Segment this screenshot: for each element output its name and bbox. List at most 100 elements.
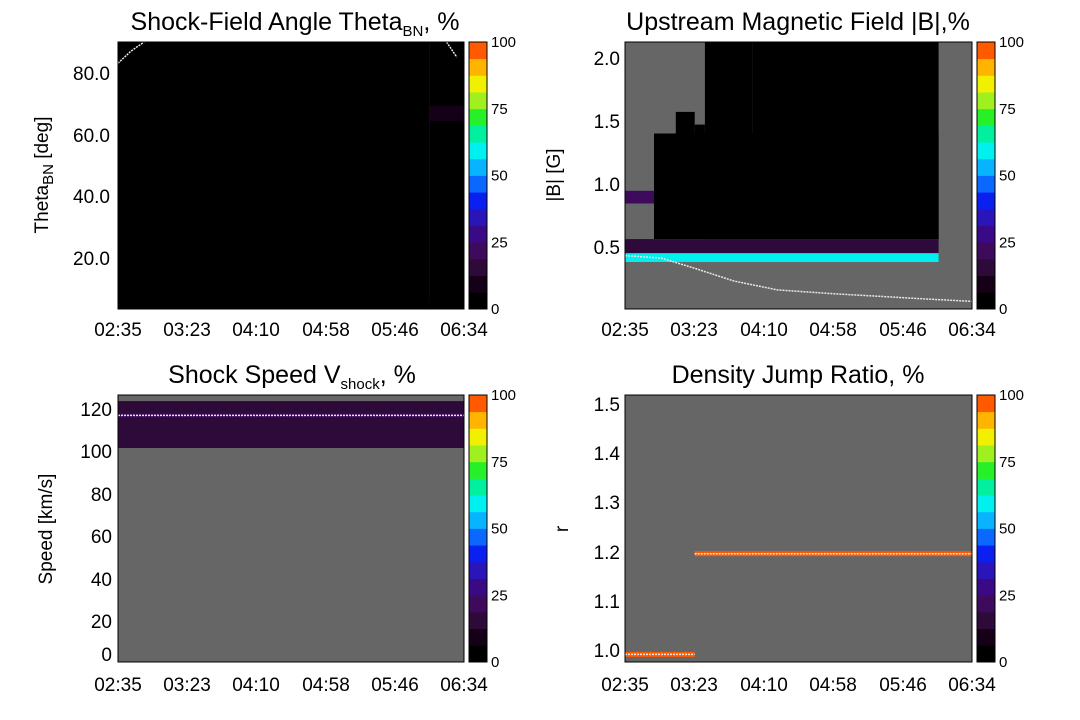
speed-ytick-0: 0 [101, 645, 112, 666]
heatmap-cell [752, 42, 939, 240]
colorbar-swatch [469, 461, 487, 479]
colorbar-tick-label: 100 [491, 34, 516, 51]
model-curve-line [117, 41, 145, 64]
colorbar-tick-label: 50 [491, 168, 508, 185]
colorbar-swatch [469, 478, 487, 496]
colorbar-swatch [469, 528, 487, 546]
colorbar-swatch [977, 561, 995, 579]
colorbar-swatch [977, 478, 995, 496]
colorbar-swatch [469, 242, 487, 260]
speed-xtick: 04:58 [302, 675, 350, 696]
density-ytick-1.3: 1.3 [594, 493, 620, 514]
panel-bfield: Upstream Magnetic Field |B|,% |B| [G] 2.… [544, 8, 1024, 341]
colorbar-tick-label: 50 [491, 521, 508, 538]
speed-xtick: 03:23 [163, 675, 211, 696]
colorbar-swatch [977, 628, 995, 646]
colorbar-swatch [977, 511, 995, 529]
colorbar-swatch [977, 545, 995, 563]
heatmap-cell [429, 42, 464, 309]
colorbar-swatch [977, 645, 995, 663]
speed-ytick-80: 80 [91, 485, 112, 506]
density-xtick: 02:35 [601, 675, 649, 696]
colorbar-tick-label: 0 [491, 301, 499, 318]
heatmap-cell [429, 105, 464, 121]
colorbar-swatch [977, 192, 995, 210]
colorbar-swatch [469, 258, 487, 277]
colorbar-tick-label: 0 [491, 654, 499, 671]
bfield-xticks: 02:35 03:23 04:10 04:58 05:46 06:34 [601, 320, 996, 341]
colorbar-tick-label: 100 [999, 387, 1024, 404]
speed-ytick-120: 120 [80, 400, 112, 421]
colorbar-swatch [977, 92, 995, 110]
theta-ylabel: ThetaBN [deg] [32, 117, 57, 234]
colorbar-swatch [977, 395, 995, 413]
colorbar-swatch [469, 175, 487, 193]
colorbar-swatch [469, 292, 487, 310]
speed-ytick-20: 20 [91, 612, 112, 633]
colorbar-tick-label: 0 [999, 301, 1007, 318]
colorbar-swatch [469, 445, 487, 463]
colorbar-swatch [977, 142, 995, 160]
theta-xtick: 05:46 [371, 320, 419, 341]
speed-ylabel: Speed [km/s] [36, 474, 57, 585]
density-xtick: 05:46 [879, 675, 927, 696]
colorbar-swatch [469, 58, 487, 76]
colorbar-swatch [469, 275, 487, 293]
theta-xticks: 02:35 03:23 04:10 04:58 05:46 06:34 [94, 320, 488, 341]
bfield-xtick: 04:58 [809, 320, 857, 341]
colorbar-frame [976, 394, 996, 663]
density-model-curve [625, 552, 972, 656]
theta-title: Shock-Field Angle ThetaBN, % [131, 8, 460, 40]
density-ytick-1.5: 1.5 [594, 395, 620, 416]
colorbar-swatch [977, 292, 995, 310]
theta-heatmap [118, 42, 464, 309]
colorbar-swatch [469, 645, 487, 663]
colorbar-frame [468, 394, 488, 663]
colorbar-swatch [977, 595, 995, 613]
colorbar-swatch [977, 158, 995, 176]
bfield-xtick: 06:34 [948, 320, 996, 341]
colorbar-swatch [977, 611, 995, 630]
theta-xtick: 06:34 [440, 320, 488, 341]
density-ytick-1.2: 1.2 [594, 543, 620, 564]
theta-ytick-40: 40.0 [73, 187, 110, 208]
colorbar-tick-label: 75 [491, 454, 508, 471]
heatmap-cell [625, 253, 939, 262]
theta-ytick-20: 20.0 [73, 249, 110, 270]
speed-xticks: 02:35 03:23 04:10 04:58 05:46 06:34 [94, 675, 488, 696]
colorbar-swatch [469, 628, 487, 646]
theta-frame [117, 41, 465, 310]
colorbar-frame [976, 41, 996, 310]
bfield-ylabel: |B| [G] [544, 148, 565, 201]
heatmap-cell [675, 111, 695, 239]
theta-xtick: 02:35 [94, 320, 142, 341]
density-ylabel: r [552, 525, 573, 532]
colorbar-swatch [469, 208, 487, 226]
panel-speed: Shock Speed Vshock, % Speed [km/s] 120 1… [36, 361, 516, 696]
colorbar-tick-label: 0 [999, 654, 1007, 671]
density-ytick-1.0: 1.0 [594, 641, 620, 662]
bfield-ytick-2.0: 2.0 [594, 49, 620, 70]
theta-model-curve [117, 41, 458, 64]
density-xtick: 03:23 [670, 675, 718, 696]
speed-ytick-60: 60 [91, 527, 112, 548]
bfield-heatmap [625, 42, 939, 262]
colorbar-swatch [469, 428, 487, 446]
density-frame [624, 394, 973, 663]
bfield-colorbar: 0 25 50 75 100 [976, 34, 1024, 318]
colorbar-swatch [469, 192, 487, 210]
colorbar-swatch [977, 258, 995, 277]
speed-colorbar: 0 25 50 75 100 [468, 387, 516, 671]
colorbar-swatch [469, 595, 487, 613]
speed-xtick: 02:35 [94, 675, 142, 696]
bfield-ytick-1.0: 1.0 [594, 175, 620, 196]
colorbar-swatch [469, 42, 487, 60]
colorbar-frame [468, 41, 488, 310]
bfield-xtick: 02:35 [601, 320, 649, 341]
speed-heatmap [118, 401, 464, 448]
colorbar-swatch [977, 208, 995, 226]
density-xtick: 04:58 [809, 675, 857, 696]
colorbar-swatch [977, 445, 995, 463]
